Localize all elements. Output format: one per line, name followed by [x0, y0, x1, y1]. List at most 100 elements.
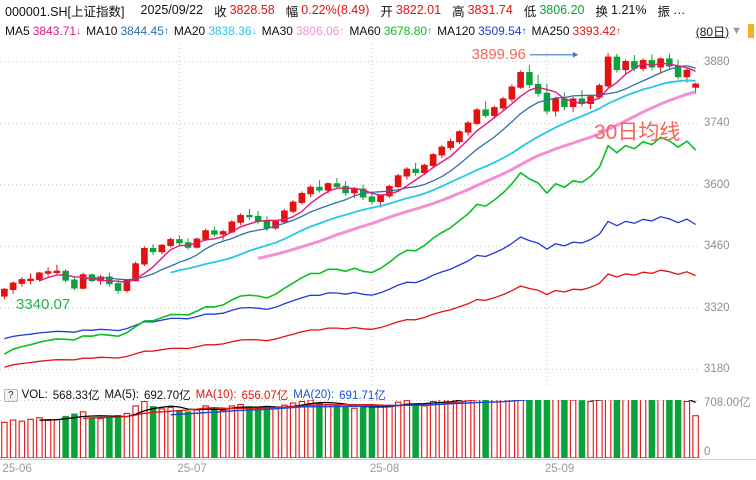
- ma10-value: 3844.45: [120, 24, 164, 38]
- volume-axis: 708.00亿 0: [700, 397, 756, 458]
- volume-bar: [657, 400, 664, 458]
- volume-plot[interactable]: [0, 400, 700, 458]
- volume-bar: [44, 419, 52, 458]
- volume-bar: [639, 400, 647, 458]
- candle: [543, 83, 551, 115]
- field-change: 幅 0.22%(8.49): [285, 3, 370, 19]
- candle: [674, 59, 682, 80]
- ma30-line: [257, 90, 696, 260]
- volume-bar: [254, 407, 262, 458]
- candle: [211, 226, 218, 237]
- volume-bar: [53, 419, 61, 458]
- help-icon[interactable]: ?: [4, 388, 18, 402]
- candlestick-plot[interactable]: 3899.96 30日均线 3340.07: [0, 44, 700, 387]
- price-axis-tick: 3460: [704, 240, 730, 253]
- volume-bar: [648, 400, 656, 458]
- ma120-item: MA120 3509.54 ↑: [437, 24, 527, 38]
- field-open: 开 3822.01: [380, 3, 442, 19]
- volume-chart-panel[interactable]: [0, 400, 700, 458]
- price-axis-tick: 3880: [704, 55, 730, 68]
- vol-label: VOL:: [21, 389, 48, 401]
- volume-bar: [359, 406, 367, 458]
- period-label[interactable]: (80日): [695, 24, 730, 39]
- volume-axis-tick: 708.00亿: [704, 397, 751, 409]
- volume-bar: [421, 405, 428, 458]
- candle: [473, 107, 481, 126]
- candle: [666, 53, 673, 70]
- date-axis-tick: 25-06: [2, 463, 32, 475]
- volume-bar: [596, 400, 603, 458]
- ma250-line: [4, 269, 696, 368]
- volume-bar: [316, 403, 323, 458]
- vol-ma10-label: MA(10):: [195, 389, 237, 401]
- field-high: 高 3831.74: [452, 3, 513, 19]
- symbol-label[interactable]: 000001.SH[上证指数]: [5, 4, 125, 19]
- vol-ma5-label: MA(5):: [104, 389, 139, 401]
- vol-ma20-value: 691.71亿: [339, 390, 386, 402]
- candle: [333, 178, 341, 190]
- candle: [289, 200, 297, 214]
- ma60-line: [4, 136, 697, 355]
- volume-bar: [394, 401, 402, 458]
- volume-bar: [403, 400, 411, 458]
- ma250-value: 3393.42: [572, 24, 616, 38]
- volume-bar: [526, 400, 533, 458]
- ma20-item: MA20 3838.36 ↓: [173, 24, 257, 38]
- candle: [359, 184, 367, 201]
- ma60-arrow: ↑: [427, 25, 433, 37]
- volume-bar: [604, 400, 612, 458]
- volume-bar: [228, 405, 236, 458]
- ma5-item: MA5 3843.71 ↓: [5, 24, 82, 38]
- right-edge-tab[interactable]: [748, 24, 754, 38]
- price-chart-panel[interactable]: 3899.96 30日均线 3340.07: [0, 44, 700, 387]
- volume-bar: [692, 415, 699, 458]
- period-selector[interactable]: (80日) ▼: [696, 21, 742, 41]
- ma5-value: 3843.71: [32, 24, 77, 38]
- candle: [176, 235, 183, 246]
- volume-bar: [447, 400, 454, 458]
- volume-bar: [351, 407, 358, 458]
- volume-ma20-line: [170, 400, 534, 416]
- volume-bar: [219, 409, 227, 458]
- vol-ma20-label: MA(20):: [293, 389, 335, 401]
- volume-bar: [499, 400, 507, 458]
- candle: [141, 246, 148, 267]
- volume-bar: [491, 400, 498, 458]
- volume-bar: [386, 404, 393, 458]
- ma5-line: [39, 62, 696, 284]
- volume-bar: [9, 419, 17, 458]
- volume-bar: [289, 402, 297, 458]
- volume-bar: [263, 406, 271, 458]
- candle: [604, 52, 612, 88]
- field-close-value: 3828.58: [229, 3, 275, 17]
- date-axis-tick: 25-09: [544, 463, 575, 475]
- ma60-value: 3678.80: [383, 24, 428, 38]
- candle: [106, 272, 113, 287]
- volume-bar: [368, 405, 376, 458]
- candle: [123, 279, 131, 293]
- ma5-arrow: ↓: [76, 25, 82, 37]
- volume-bar: [534, 400, 542, 458]
- candle: [412, 162, 419, 176]
- ma30-item: MA30 3806.06 ↑: [261, 24, 345, 38]
- field-amplitude-value: …: [672, 3, 686, 17]
- date-axis-tick: 25-07: [177, 463, 207, 475]
- volume-bar: [237, 403, 244, 458]
- quote-header-row: 000001.SH[上证指数] 2025/09/22 收 3828.58 幅 0…: [0, 0, 756, 20]
- volume-bar: [674, 400, 682, 458]
- volume-bar: [508, 400, 516, 458]
- price-axis-tick: 3600: [704, 178, 730, 191]
- candle: [622, 59, 629, 74]
- volume-bar: [27, 418, 34, 458]
- chevron-down-icon[interactable]: ▼: [731, 25, 742, 37]
- candle: [167, 237, 174, 248]
- vol-value: 568.33亿: [52, 390, 100, 402]
- volume-bar: [578, 400, 586, 458]
- candle: [132, 261, 139, 282]
- volume-bar: [464, 400, 472, 458]
- volume-bar: [36, 417, 43, 458]
- volume-bar: [62, 415, 69, 458]
- ma20-line: [170, 79, 696, 274]
- candle: [517, 70, 524, 89]
- volume-bar: [141, 400, 148, 458]
